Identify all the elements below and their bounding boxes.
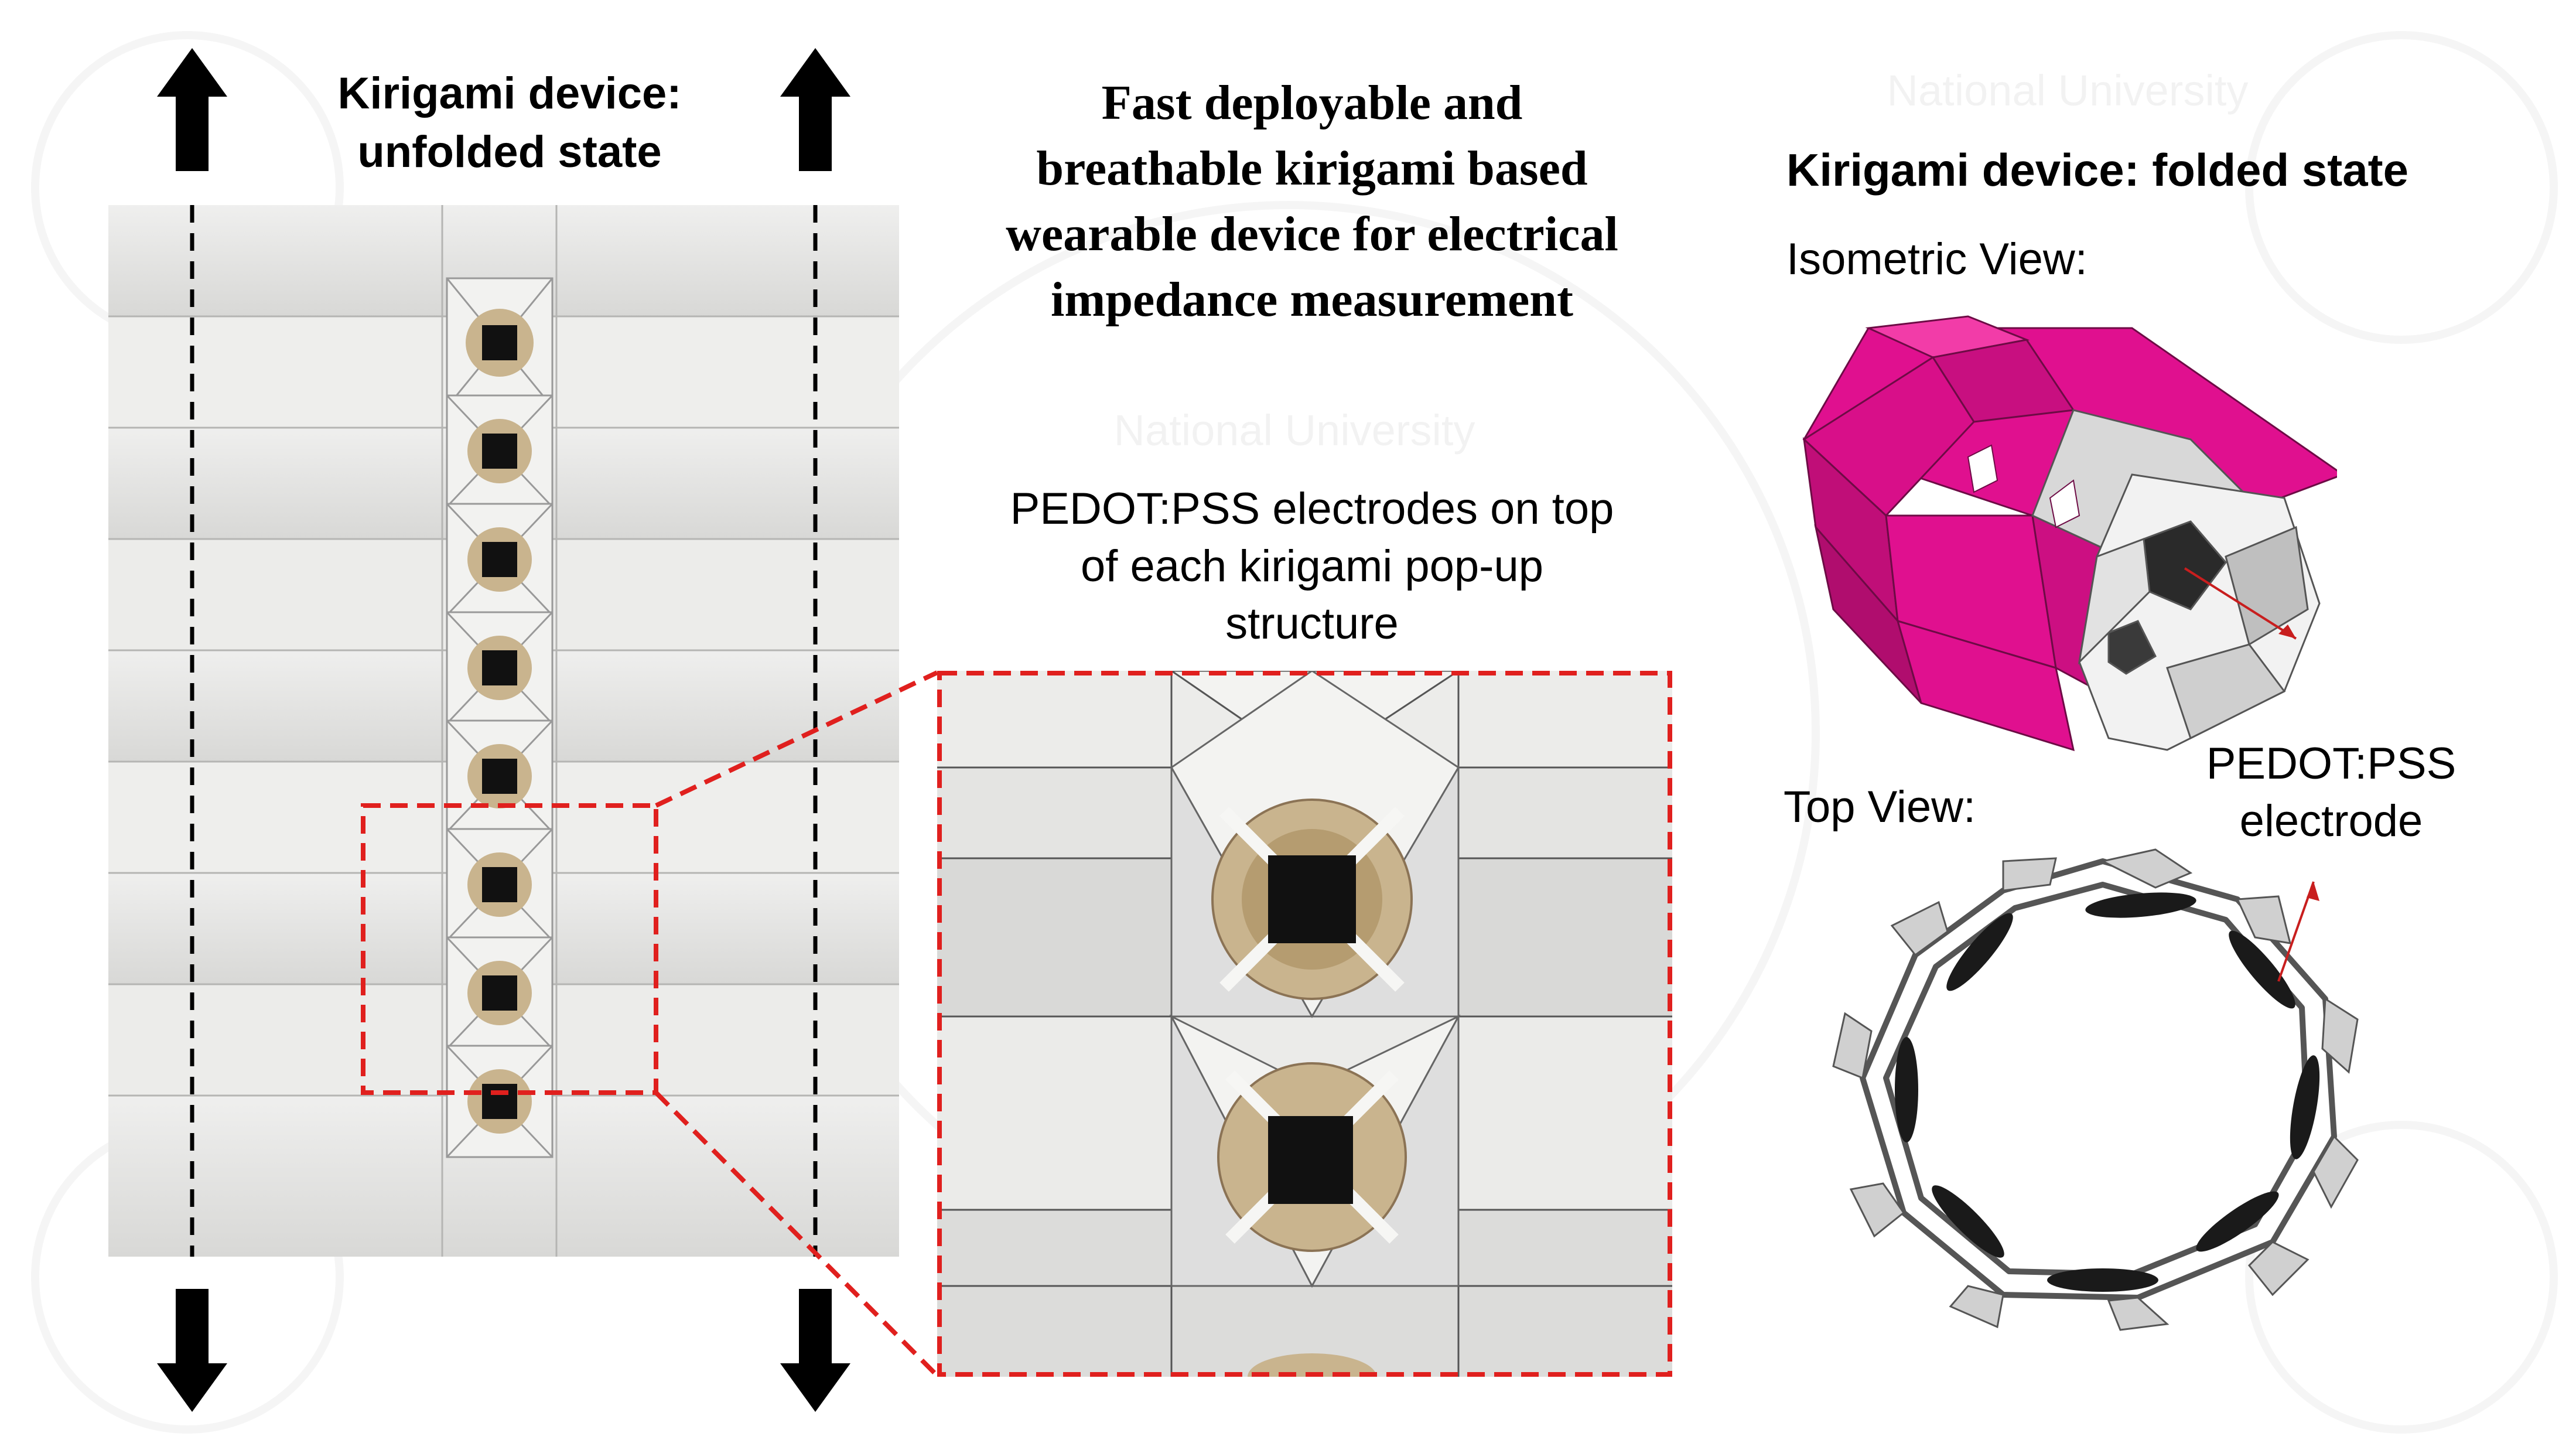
unfolded-kirigami-photo	[108, 205, 899, 1257]
pedot-label-line2: electrode	[2239, 796, 2423, 846]
electrode-ellipse	[2047, 1268, 2158, 1292]
zoom-electrode-lower	[1268, 1116, 1353, 1204]
main-title: Fast deployable and breathable kirigami …	[908, 70, 1716, 333]
pedot-electrode-label: PEDOT:PSS electrode	[2155, 735, 2507, 850]
electrode-ellipse	[1932, 1185, 2004, 1258]
highlight-box	[361, 803, 658, 1095]
zoom-electrode	[1268, 855, 1356, 943]
arrow-up-left	[157, 48, 227, 171]
pedot-label-line1: PEDOT:PSS	[2206, 739, 2457, 789]
popup-cell	[446, 503, 554, 616]
popup-cell	[446, 936, 554, 1050]
isometric-view-label: Isometric View:	[1786, 234, 2088, 284]
electrode-caption-line1: PEDOT:PSS electrodes on top	[1010, 484, 1614, 534]
electrode-caption: PEDOT:PSS electrodes on top of each kiri…	[925, 480, 1699, 653]
electrode-ellipse	[2085, 892, 2196, 918]
electrode-caption-line3: structure	[1225, 599, 1399, 649]
popup-cell	[446, 611, 554, 725]
popup-cell	[446, 719, 554, 833]
folded-state-title: Kirigami device: folded state	[1786, 144, 2408, 196]
zoom-popup-cell-lower	[1169, 1014, 1461, 1288]
electrode-ellipse	[2196, 1191, 2279, 1252]
zoom-popup-cell	[1170, 671, 1460, 1019]
unfolded-title-line1: Kirigami device:	[337, 69, 682, 118]
electrode-ellipse	[1895, 1037, 1918, 1142]
arrow-down-right	[780, 1289, 850, 1412]
top-view-label: Top View:	[1784, 782, 1976, 832]
main-title-line4: impedance measurement	[1051, 272, 1573, 327]
main-title-line3: wearable device for electrical	[1006, 207, 1618, 261]
electrode-ellipse	[2229, 930, 2295, 1009]
popup-cells	[446, 277, 554, 1158]
arrow-up-right	[780, 48, 850, 171]
popup-cell	[446, 394, 554, 508]
unfolded-state-title: Kirigami device: unfolded state	[246, 64, 773, 182]
popup-cell	[446, 828, 554, 941]
zoomed-electrode-photo	[937, 671, 1672, 1377]
unfolded-title-line2: unfolded state	[357, 127, 662, 177]
electrode-caption-line2: of each kirigami pop-up	[1081, 541, 1543, 591]
arrow-down-left	[157, 1289, 227, 1412]
main-title-line1: Fast deployable and	[1101, 76, 1523, 130]
main-title-line2: breathable kirigami based	[1036, 141, 1588, 196]
isometric-view-diagram	[1802, 315, 2337, 752]
electrode-ellipse	[1946, 913, 2013, 991]
popup-cell	[446, 277, 554, 408]
top-view-diagram	[1832, 848, 2359, 1331]
stretch-guide-lines	[190, 205, 818, 1257]
popup-cell	[446, 1045, 554, 1158]
electrode-ellipse	[2290, 1055, 2320, 1159]
